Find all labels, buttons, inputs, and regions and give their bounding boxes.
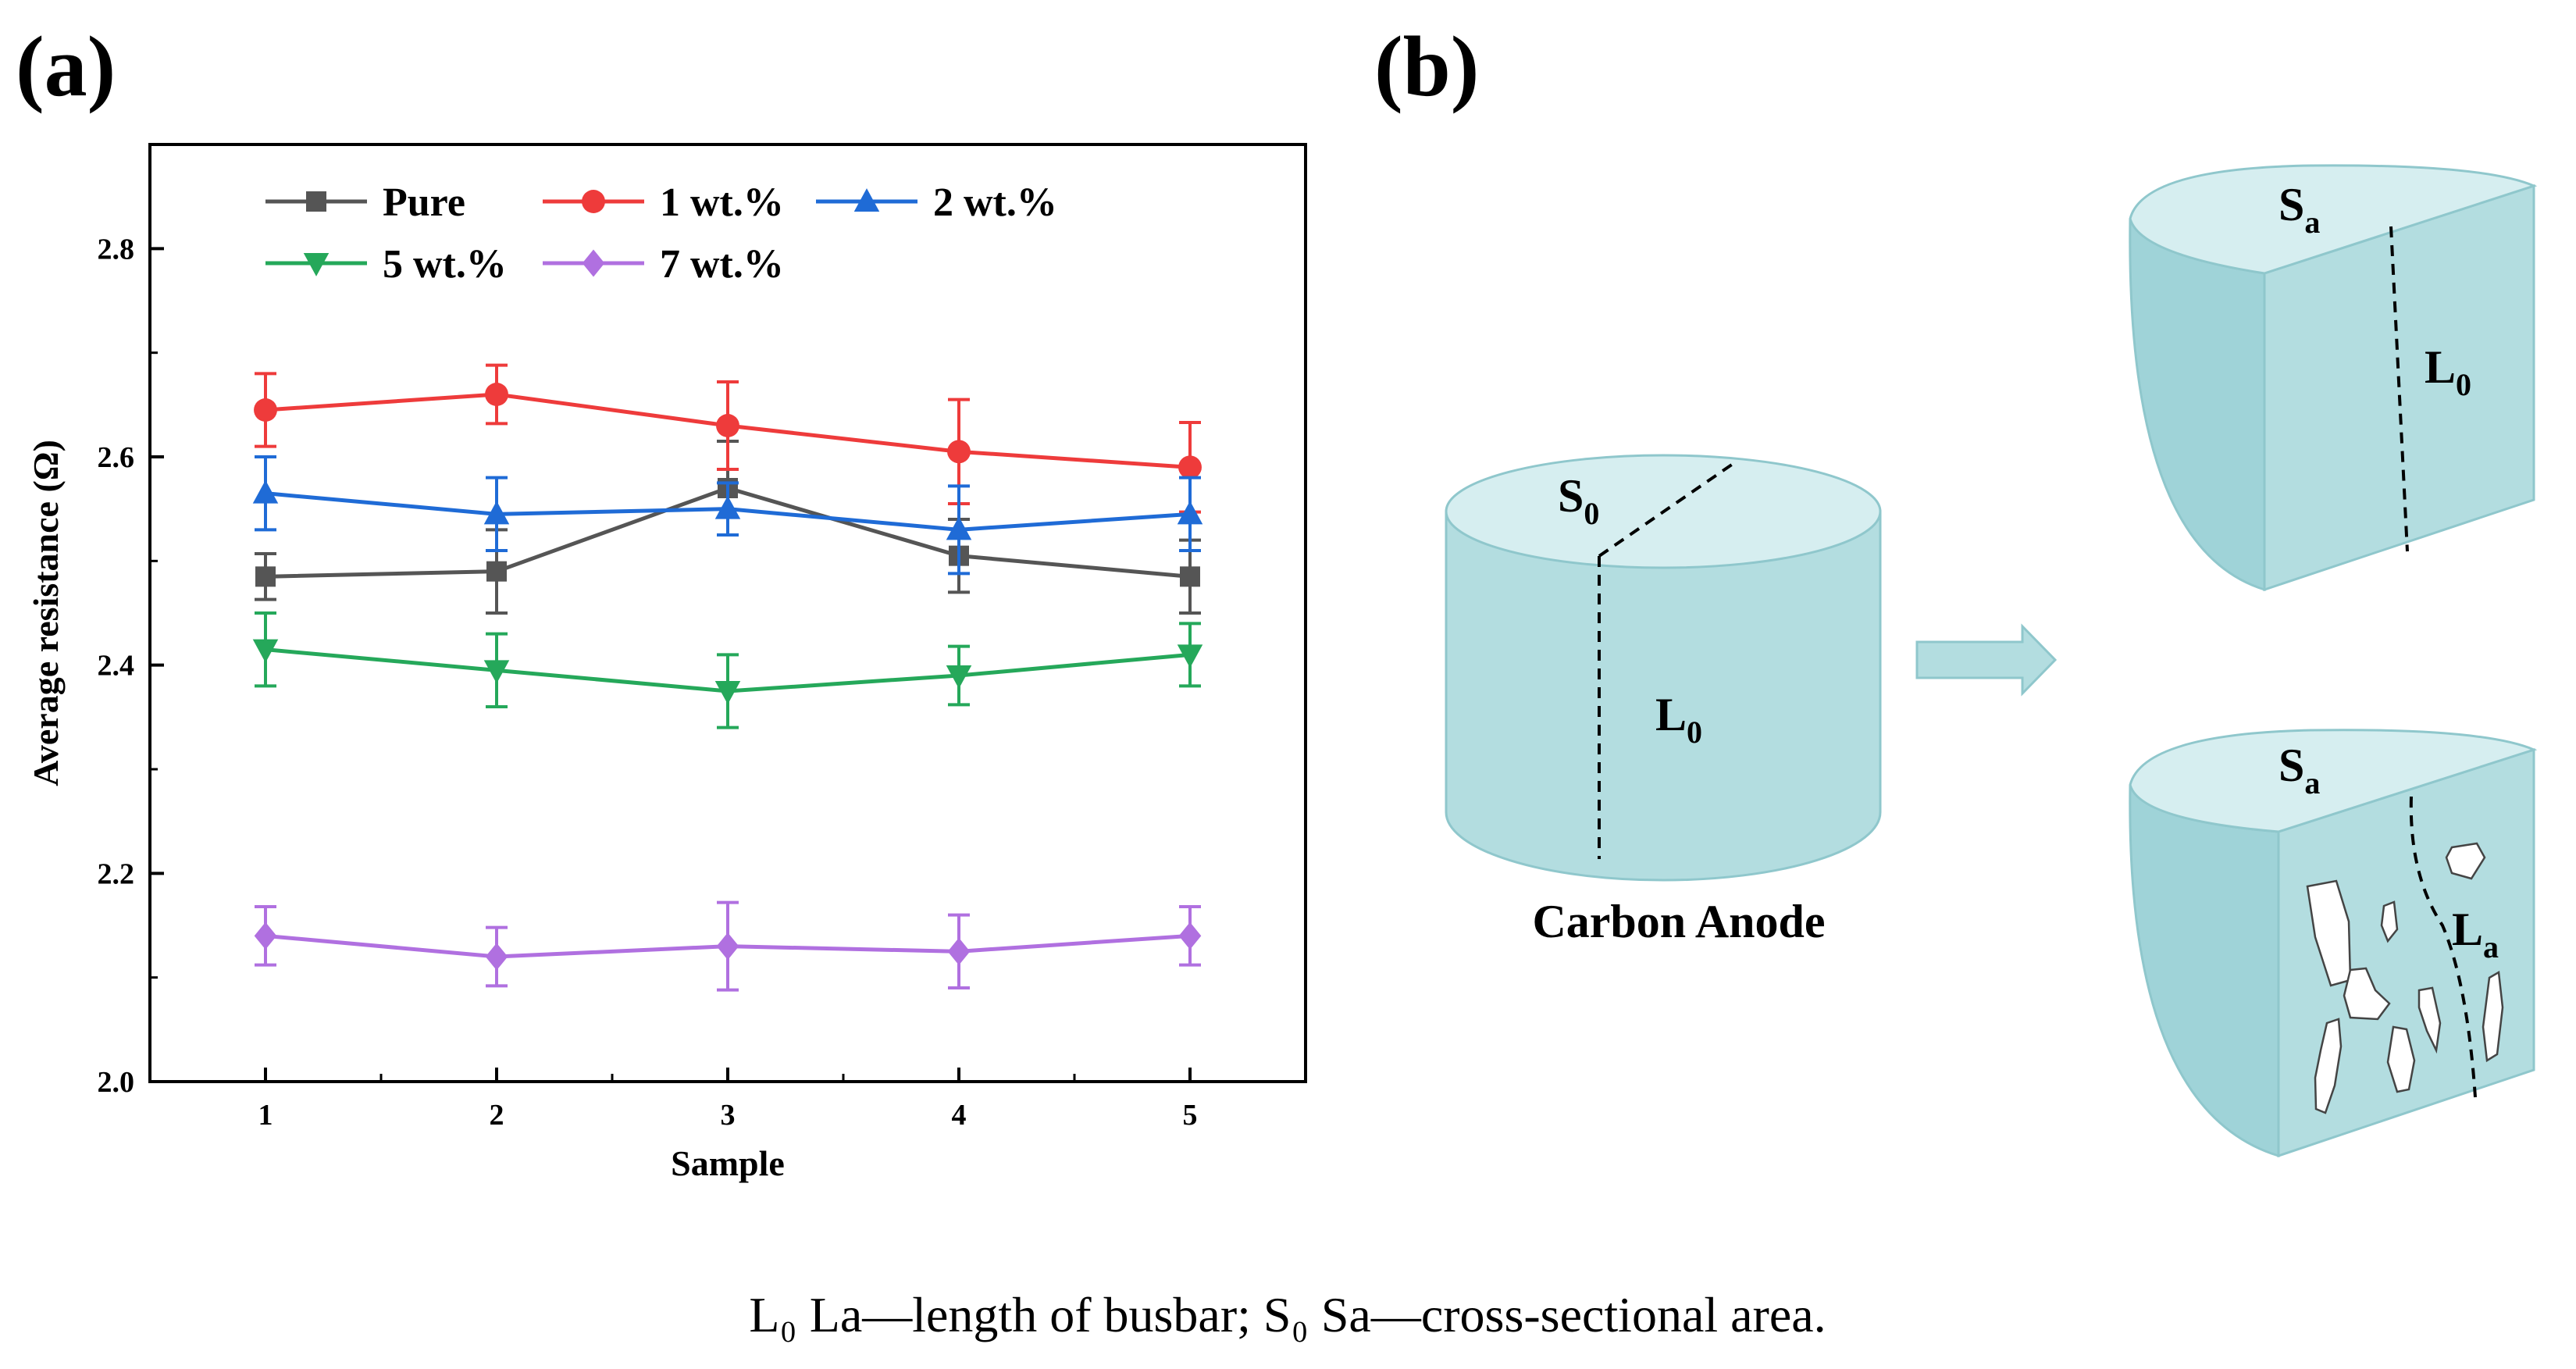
data-point	[483, 660, 510, 684]
line-chart: 2.0 2.2 2.4 2.6 2.8 1 2 3 4 5 Sample Average res…	[26, 143, 1307, 1183]
pore	[2380, 900, 2399, 943]
legend-label: 2 wt.%	[933, 180, 1057, 225]
legend-item-7-wt: 7 wt.%	[543, 242, 784, 287]
lower-half-length-curve	[2409, 796, 2477, 1098]
upper-half-cylinder: Sa L0	[2129, 164, 2538, 592]
x-tick-label: 5	[1183, 1099, 1198, 1132]
data-point	[483, 501, 510, 525]
upper-half-top-face	[2129, 164, 2538, 275]
data-point	[485, 383, 508, 406]
y-tick-label: 2.4	[98, 650, 135, 683]
data-point	[947, 440, 971, 464]
x-axis-ticks: 1 2 3 4 5	[258, 1068, 1198, 1132]
data-point	[1178, 455, 1202, 480]
legend-label: Pure	[383, 180, 465, 225]
carbon-anode-caption: Carbon Anode	[1532, 896, 1825, 947]
x-tick-label: 2	[490, 1099, 504, 1132]
y-tick-label: 2.2	[98, 857, 135, 890]
data-point	[714, 681, 741, 704]
y-tick-label: 2.0	[98, 1066, 135, 1099]
y-tick-label: 2.6	[98, 441, 135, 474]
data-point	[252, 639, 279, 663]
data-point	[252, 480, 279, 504]
x-tick-label: 4	[952, 1099, 967, 1132]
series-1-wt	[254, 363, 1202, 514]
data-point	[946, 665, 972, 689]
legend-label: 7 wt.%	[660, 242, 784, 287]
lower-half-curved-face	[2129, 784, 2280, 1158]
legend-marker	[582, 249, 605, 277]
panel-a-label: (a)	[16, 19, 116, 114]
x-tick-label: 3	[721, 1099, 736, 1132]
cylinder-body	[1445, 510, 1882, 882]
series-layer	[252, 363, 1203, 992]
right-arrow-icon	[1915, 623, 2058, 697]
data-point	[254, 922, 277, 950]
cylinder-top-cut-line	[1598, 459, 1739, 558]
legend-marker	[303, 253, 330, 276]
lower-half-top-face	[2129, 729, 2538, 833]
legend-label: 1 wt.%	[660, 180, 784, 225]
legend-item-1-wt: 1 wt.%	[543, 180, 784, 225]
data-point	[485, 943, 508, 971]
pore	[2482, 970, 2504, 1063]
upper-half-length-line	[2389, 226, 2409, 552]
legend-label: 5 wt.%	[383, 242, 507, 287]
legend: Pure 1 wt.% 2 wt.% 5 wt.% 7 wt.%	[265, 180, 1057, 287]
figure-caption: L₀ La—length of busbar; S₀ Sa—cross-sect…	[749, 1287, 1826, 1342]
data-point	[254, 398, 277, 422]
pore	[2445, 842, 2486, 880]
data-point	[486, 561, 507, 582]
legend-marker	[582, 190, 605, 213]
legend-item-2-wt: 2 wt.%	[816, 180, 1057, 225]
data-point	[716, 932, 739, 961]
series-7-wt	[254, 900, 1202, 992]
pores	[2306, 842, 2504, 1114]
y-axis-title: Average resistance (Ω)	[26, 440, 66, 786]
cylinder-top-label: S0	[1558, 470, 1599, 531]
cylinder-length-label: L0	[1655, 689, 1702, 750]
data-point	[1177, 501, 1203, 525]
legend-marker	[306, 191, 326, 212]
pore	[2386, 1025, 2416, 1093]
series-5-wt	[252, 611, 1203, 729]
upper-half-length-label: L0	[2425, 341, 2471, 402]
data-point	[1178, 922, 1202, 950]
pore	[2314, 1018, 2343, 1114]
data-point	[255, 566, 276, 587]
series-2-wt	[252, 455, 1203, 576]
legend-item-pure: Pure	[265, 180, 465, 225]
data-point	[714, 495, 741, 519]
data-point	[946, 516, 972, 540]
pore	[2343, 967, 2391, 1021]
panel-b-label: (b)	[1374, 19, 1479, 114]
x-tick-label: 1	[258, 1099, 273, 1132]
data-point	[1177, 644, 1203, 668]
anode-diagram: S0 L0 Carbon Anode Sa L0	[1445, 164, 2538, 1158]
lower-half-length-label: La	[2452, 904, 2499, 964]
legend-marker	[853, 188, 880, 212]
lower-half-cylinder: Sa La	[2129, 729, 2538, 1158]
x-axis-title: Sample	[671, 1143, 785, 1183]
data-point	[1180, 566, 1200, 587]
y-tick-label: 2.8	[98, 233, 135, 266]
lower-half-top-label: Sa	[2278, 740, 2320, 800]
carbon-anode-cylinder: S0 L0 Carbon Anode	[1445, 454, 1882, 947]
upper-half-top-label: Sa	[2278, 179, 2320, 240]
y-axis-ticks: 2.0 2.2 2.4 2.6 2.8	[98, 143, 164, 1099]
legend-item-5-wt: 5 wt.%	[265, 242, 507, 287]
data-point	[947, 937, 971, 965]
upper-half-curved-face	[2129, 218, 2266, 592]
pore	[2417, 986, 2442, 1054]
data-point	[716, 414, 739, 437]
